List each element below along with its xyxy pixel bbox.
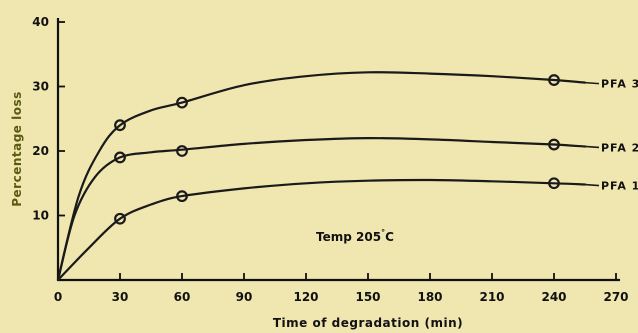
data-point-marker xyxy=(114,119,126,132)
series-line xyxy=(56,178,587,282)
series-pfa-1: PFA 1 xyxy=(56,177,638,282)
series-label: PFA 2 xyxy=(601,141,638,154)
data-point-marker xyxy=(548,74,560,86)
series-label: PFA 1 xyxy=(601,180,638,193)
series-line xyxy=(56,71,587,282)
series-layer: PFA 3 PFA 2 PFA 1 xyxy=(56,71,638,282)
series-label: PFA 3 xyxy=(601,78,638,91)
y-tick-label: 30 xyxy=(32,80,49,94)
data-point-marker xyxy=(176,145,188,157)
data-point-marker xyxy=(548,177,560,190)
x-tick-label: 90 xyxy=(236,290,253,304)
x-tick-label: 120 xyxy=(293,290,318,304)
y-axis-title: Percentage loss xyxy=(10,91,24,207)
data-point-marker xyxy=(114,212,126,225)
axes xyxy=(56,18,620,282)
x-tick-label: 60 xyxy=(174,290,191,304)
x-ticks: 0 30 60 90 120 150 180 210 240 270 xyxy=(54,273,629,304)
y-ticks: 10 20 30 40 xyxy=(32,15,65,223)
series-line xyxy=(56,136,587,282)
temperature-annotation: Temp 205°C xyxy=(316,228,394,244)
x-tick-label: 30 xyxy=(112,290,129,304)
series-pfa-3: PFA 3 xyxy=(56,71,638,282)
data-point-marker xyxy=(114,151,126,164)
y-tick-label: 10 xyxy=(32,209,49,223)
series-label-pointer xyxy=(584,183,600,187)
series-label-pointer xyxy=(584,81,600,85)
data-point-marker xyxy=(176,96,188,109)
x-tick-label: 210 xyxy=(479,290,504,304)
x-tick-label: 180 xyxy=(417,290,442,304)
x-tick-label: 150 xyxy=(355,290,380,304)
data-point-marker xyxy=(176,190,188,203)
temperature-annotation-text: Temp 205 xyxy=(316,230,381,244)
data-point-marker xyxy=(548,138,560,151)
y-tick-label: 40 xyxy=(32,15,49,29)
y-tick-label: 20 xyxy=(32,144,49,158)
temperature-annotation-unit: C xyxy=(385,230,394,244)
series-pfa-2: PFA 2 xyxy=(56,136,638,282)
temperature-annotation-degree: ° xyxy=(381,228,385,237)
series-label-pointer xyxy=(584,145,600,149)
x-tick-label: 270 xyxy=(603,290,628,304)
x-tick-label: 240 xyxy=(541,290,566,304)
x-axis-title: Time of degradation (min) xyxy=(273,316,463,330)
x-tick-label: 0 xyxy=(54,290,62,304)
